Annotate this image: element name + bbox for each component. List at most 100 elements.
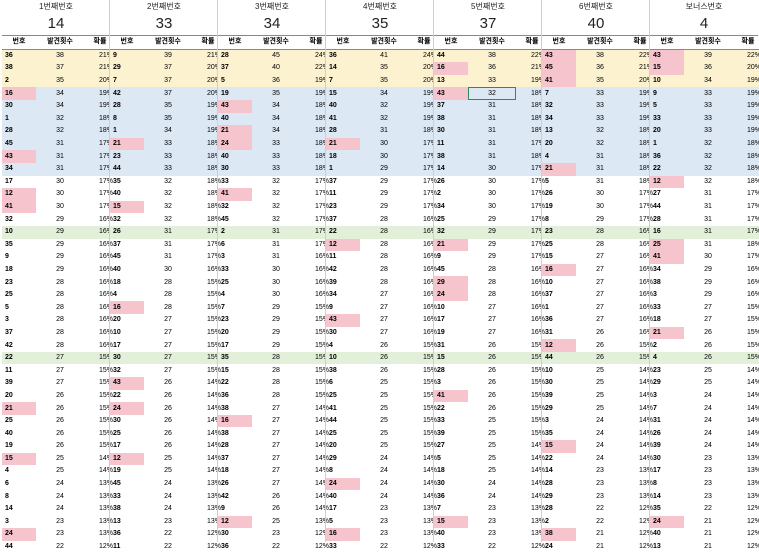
count-cell[interactable]: 23 [704, 480, 712, 488]
probability-cell[interactable]: 14% [530, 467, 545, 475]
count-cell[interactable]: 21 [704, 530, 712, 538]
count-cell[interactable]: 27 [488, 328, 496, 336]
number-cell[interactable]: 28 [545, 505, 553, 513]
number-cell[interactable]: 28 [326, 125, 360, 138]
count-cell[interactable]: 26 [380, 366, 388, 374]
number-cell[interactable]: 23 [329, 203, 337, 211]
number-cell[interactable]: 10 [545, 278, 553, 286]
probability-cell[interactable]: 13% [98, 530, 113, 538]
probability-cell[interactable]: 14% [206, 379, 221, 387]
number-cell[interactable]: 44 [434, 49, 468, 63]
number-cell[interactable]: 3 [5, 316, 9, 324]
probability-cell[interactable]: 17% [300, 225, 332, 239]
count-cell[interactable]: 32 [704, 177, 712, 185]
count-cell[interactable]: 31 [164, 253, 172, 261]
probability-cell[interactable]: 15% [98, 379, 113, 387]
number-cell[interactable]: 22 [113, 391, 121, 399]
count-cell[interactable]: 25 [596, 404, 604, 412]
count-cell[interactable]: 29 [272, 316, 280, 324]
number-cell[interactable]: 29 [653, 379, 661, 387]
number-cell[interactable]: 9 [110, 49, 144, 63]
number-cell[interactable]: 38 [113, 505, 121, 513]
count-cell[interactable]: 34 [252, 99, 300, 113]
number-cell[interactable]: 19 [5, 442, 13, 450]
probability-cell[interactable]: 14% [422, 480, 437, 488]
count-cell[interactable]: 23 [704, 454, 712, 462]
number-cell[interactable]: 5 [218, 74, 252, 88]
count-cell[interactable]: 33 [144, 150, 192, 163]
count-cell[interactable]: 25 [272, 517, 280, 525]
probability-cell[interactable]: 16% [98, 253, 113, 261]
number-cell[interactable]: 36 [545, 316, 553, 324]
probability-cell[interactable]: 21% [516, 62, 548, 75]
count-cell[interactable]: 28 [252, 351, 300, 365]
probability-cell[interactable]: 18% [746, 177, 759, 185]
count-cell[interactable]: 25 [488, 454, 496, 462]
probability-cell[interactable]: 13% [422, 530, 437, 538]
number-cell[interactable]: 28 [437, 366, 445, 374]
number-cell[interactable]: 3 [653, 291, 657, 299]
probability-cell[interactable]: 16% [530, 291, 545, 299]
probability-cell[interactable]: 17% [530, 203, 545, 211]
number-cell[interactable]: 22 [650, 162, 684, 176]
count-cell[interactable]: 27 [488, 316, 496, 324]
number-cell[interactable]: 17 [653, 467, 661, 475]
probability-cell[interactable]: 16% [422, 316, 437, 324]
number-cell[interactable]: 3 [653, 391, 657, 399]
probability-cell[interactable]: 12% [638, 530, 653, 538]
probability-cell[interactable]: 14% [746, 391, 759, 399]
number-cell[interactable]: 24 [434, 288, 468, 302]
count-cell[interactable]: 22 [488, 543, 496, 551]
count-cell[interactable]: 24 [704, 391, 712, 399]
number-cell[interactable]: 20 [5, 391, 13, 399]
probability-cell[interactable]: 15% [314, 316, 329, 324]
count-cell[interactable]: 22 [596, 505, 604, 513]
probability-cell[interactable]: 17% [530, 253, 545, 261]
number-cell[interactable]: 36 [113, 530, 121, 538]
number-cell[interactable]: 26 [437, 177, 445, 185]
count-cell[interactable]: 28 [164, 278, 172, 286]
count-cell[interactable]: 35 [360, 62, 408, 75]
number-cell[interactable]: 32 [434, 225, 468, 239]
count-cell[interactable]: 23 [488, 530, 496, 538]
number-cell[interactable]: 16 [326, 528, 360, 541]
number-cell[interactable]: 20 [221, 328, 229, 336]
count-cell[interactable]: 28 [56, 316, 64, 324]
count-cell[interactable]: 33 [576, 112, 624, 126]
count-cell[interactable]: 32 [36, 112, 84, 126]
count-cell[interactable]: 33 [684, 99, 732, 113]
count-cell[interactable]: 36 [252, 74, 300, 88]
probability-cell[interactable]: 14% [746, 366, 759, 374]
count-cell[interactable]: 29 [360, 162, 408, 176]
number-cell[interactable]: 41 [542, 74, 576, 88]
probability-cell[interactable]: 15% [746, 316, 759, 324]
probability-cell[interactable]: 18% [624, 125, 656, 138]
number-cell[interactable]: 37 [434, 99, 468, 113]
probability-cell[interactable]: 14% [746, 417, 759, 425]
probability-cell[interactable]: 18% [192, 137, 224, 151]
number-cell[interactable]: 42 [110, 87, 144, 100]
probability-cell[interactable]: 18% [192, 162, 224, 176]
count-cell[interactable]: 26 [272, 505, 280, 513]
count-cell[interactable]: 26 [488, 366, 496, 374]
number-cell[interactable]: 40 [218, 150, 252, 163]
number-cell[interactable]: 32 [113, 215, 121, 223]
column-header[interactable]: 번호 [110, 36, 144, 50]
number-cell[interactable]: 2 [437, 190, 441, 198]
count-cell[interactable]: 27 [596, 316, 604, 324]
probability-cell[interactable]: 16% [530, 303, 545, 311]
count-cell[interactable]: 26 [576, 351, 624, 365]
count-cell[interactable]: 32 [360, 99, 408, 113]
number-cell[interactable]: 21 [650, 326, 684, 340]
count-cell[interactable]: 29 [704, 291, 712, 299]
number-cell[interactable]: 16 [650, 225, 684, 239]
count-cell[interactable]: 31 [576, 150, 624, 163]
number-cell[interactable]: 37 [221, 454, 229, 462]
count-cell[interactable]: 28 [272, 366, 280, 374]
number-cell[interactable]: 30 [545, 379, 553, 387]
probability-cell[interactable]: 15% [192, 351, 224, 365]
count-cell[interactable]: 24 [596, 417, 604, 425]
probability-cell[interactable]: 16% [98, 328, 113, 336]
count-cell[interactable]: 24 [56, 505, 64, 513]
count-cell[interactable]: 27 [272, 442, 280, 450]
